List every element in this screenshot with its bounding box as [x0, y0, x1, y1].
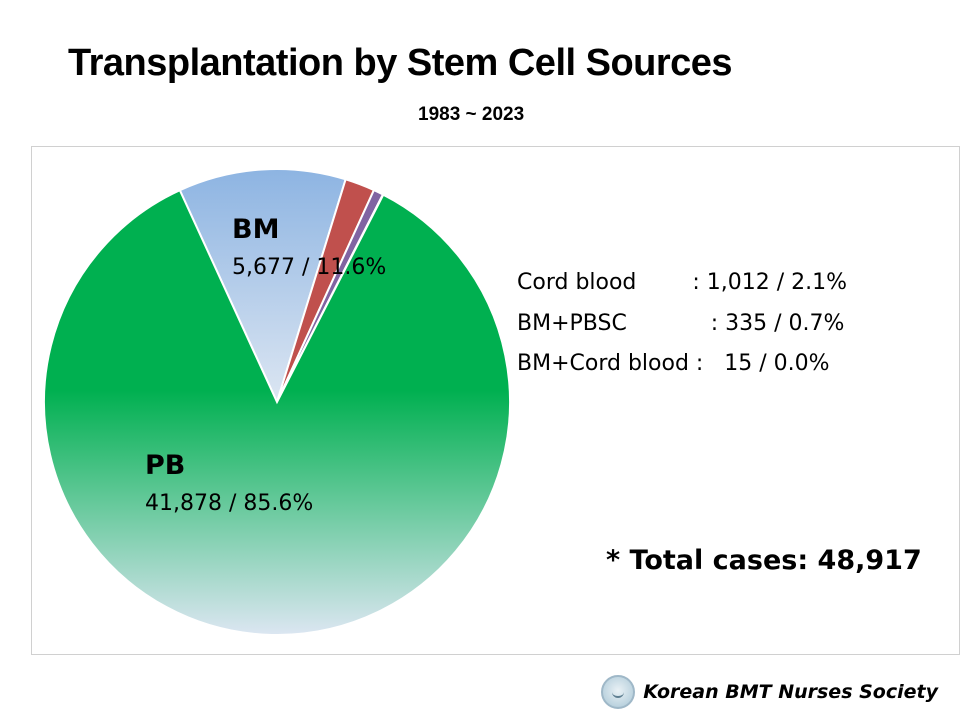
pie-slice-pb [43, 188, 511, 636]
callout-cord-blood: Cord blood : 1,012 / 2.1% [517, 270, 848, 295]
callout-bm-cord-blood: BM+Cord blood : 15 / 0.0% [517, 351, 830, 376]
footer: Korean BMT Nurses Society [601, 675, 938, 709]
chart-title: Transplantation by Stem Cell Sources [68, 42, 733, 84]
pie-chart [43, 168, 511, 636]
slice-label-bm-value: 5,677 / 11.6% [232, 255, 387, 280]
chart-area: BM 5,677 / 11.6% PB 41,878 / 85.6% [31, 146, 960, 655]
slice-label-pb-name: PB [145, 450, 186, 481]
slice-label-pb-value: 41,878 / 85.6% [145, 491, 314, 516]
society-logo-icon [601, 675, 636, 709]
slice-label-bm-name: BM [232, 214, 280, 245]
footer-organization: Korean BMT Nurses Society [643, 681, 938, 703]
total-cases: * Total cases: 48,917 [606, 545, 922, 576]
callout-bm-pbsc: BM+PBSC : 335 / 0.7% [517, 311, 845, 336]
chart-subtitle: 1983 ~ 2023 [418, 104, 525, 125]
pie-slice-bm [178, 168, 347, 405]
